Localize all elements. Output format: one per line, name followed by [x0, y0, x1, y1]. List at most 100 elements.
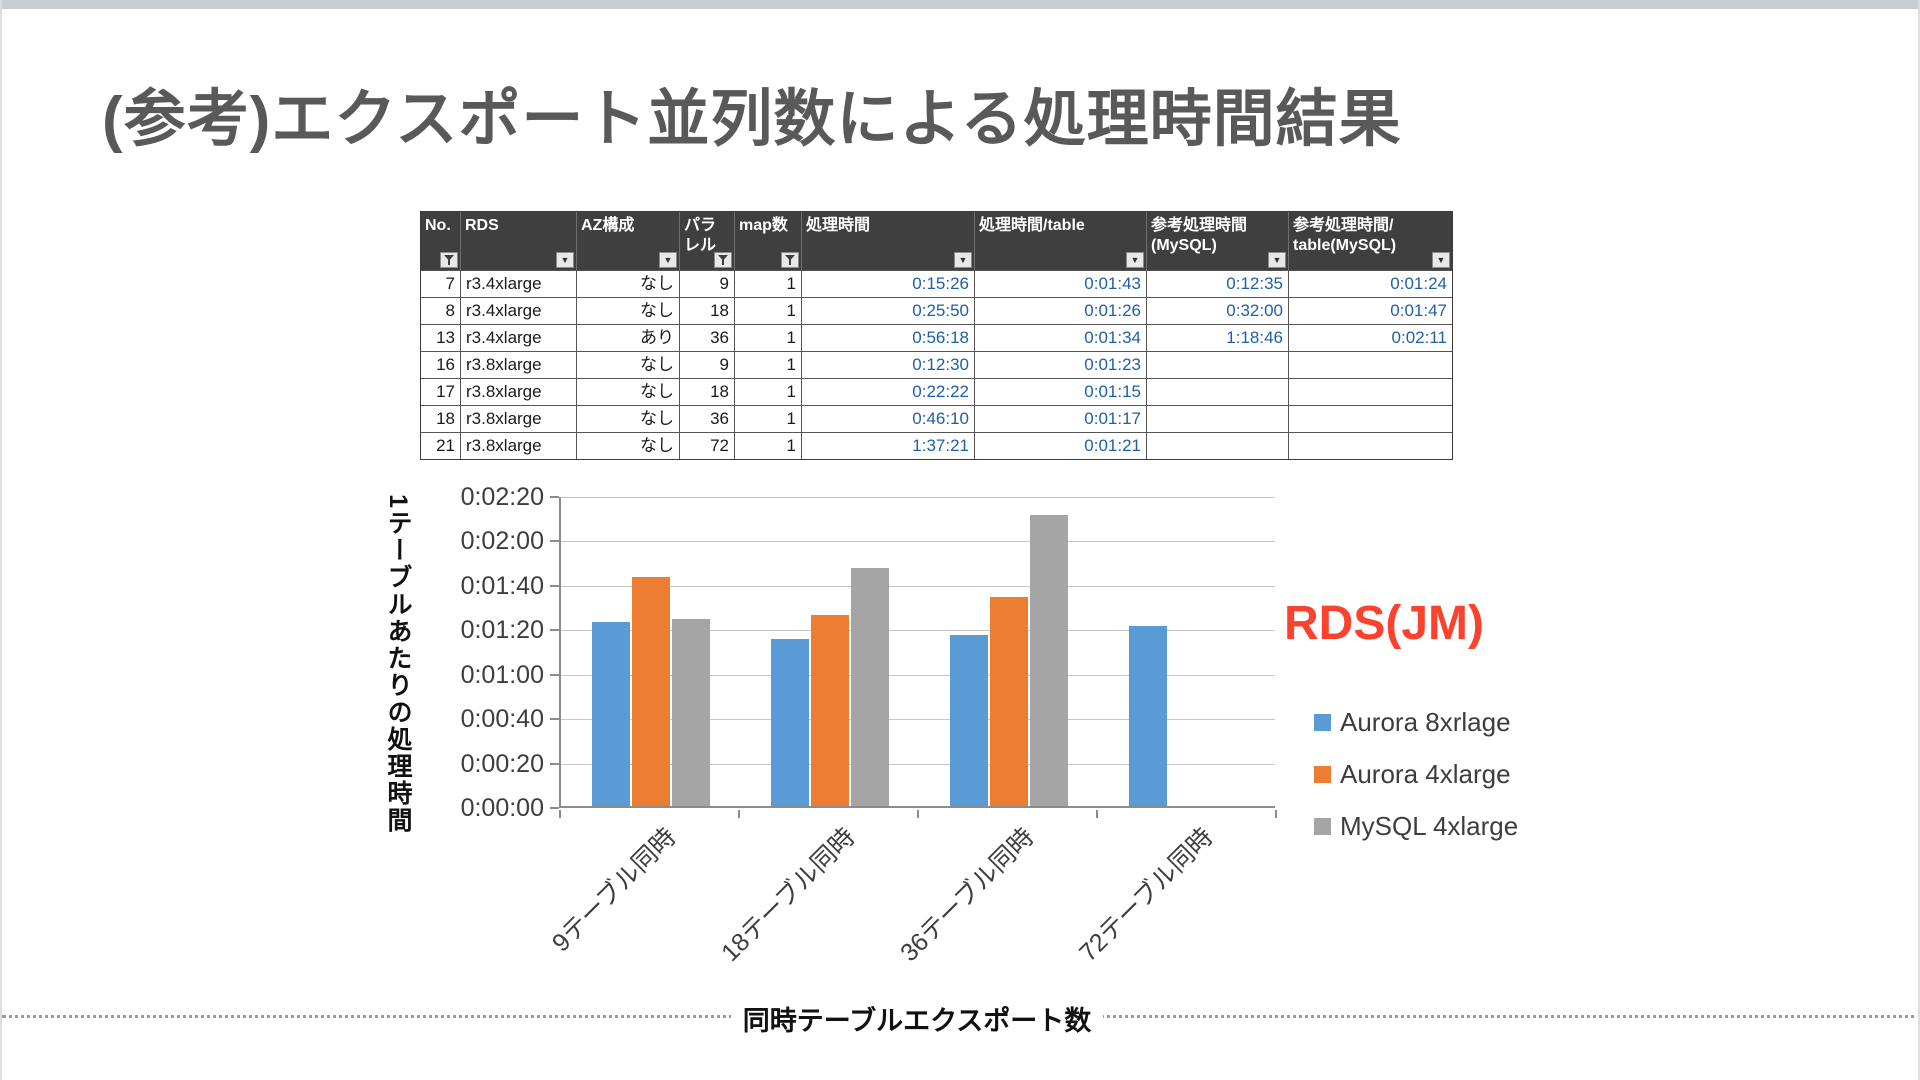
legend-color-swatch	[1314, 765, 1331, 783]
table-cell: r3.8xlarge	[461, 351, 577, 378]
gridline	[561, 585, 1275, 587]
table-cell: 9	[680, 351, 735, 378]
table-cell	[1147, 378, 1289, 405]
legend-item: Aurora 8xrlage	[1314, 706, 1511, 737]
table-cell: 18	[680, 378, 735, 405]
y-tick-label: 0:01:40	[460, 571, 544, 600]
y-tick-mark	[550, 762, 559, 765]
table-row: 21 r3.8xlarge なし 72 1 1:37:21 0:01:21	[421, 432, 1452, 459]
filter-dropdown-button[interactable]: ▼	[1268, 252, 1286, 268]
gridline	[561, 719, 1275, 721]
table-cell	[1289, 432, 1452, 459]
chart-bar-series0-group0	[591, 621, 630, 806]
table-cell: あり	[577, 324, 680, 351]
x-category-label: 9テーブル同時	[546, 822, 682, 958]
x-tick-mark	[738, 810, 740, 818]
column-header-label: 処理時間	[806, 217, 871, 234]
column-header-3: パラレル	[680, 212, 735, 270]
column-header-5: 処理時間 ▼	[802, 212, 975, 270]
table-cell: 0:01:34	[975, 324, 1147, 351]
table-cell	[1147, 405, 1289, 432]
table-cell	[1289, 351, 1452, 378]
x-tick-mark	[1096, 810, 1098, 818]
filter-active-button[interactable]	[781, 252, 799, 268]
table-cell	[1147, 351, 1289, 378]
x-category-label: 36テーブル同時	[894, 822, 1040, 968]
gridline	[561, 674, 1275, 676]
page-title: (参考)エクスポート並列数による処理時間結果	[102, 85, 1402, 154]
results-table: No. RDS ▼ AZ構成 ▼ パラレル map数 処理時間 ▼ 処理時間/table ▼ 参考処理…	[420, 211, 1453, 460]
y-tick-label: 0:00:20	[460, 749, 544, 778]
legend-label: Aurora 8xrlage	[1340, 706, 1511, 737]
table-cell: なし	[577, 270, 680, 297]
filter-dropdown-button[interactable]: ▼	[556, 252, 574, 268]
y-tick-mark	[550, 807, 559, 809]
table-cell: 1	[735, 378, 802, 405]
table-cell: 0:12:35	[1147, 270, 1289, 297]
table-cell: r3.4xlarge	[461, 324, 577, 351]
table-cell: なし	[577, 405, 680, 432]
funnel-icon	[718, 255, 728, 265]
table-cell: 0:01:17	[975, 405, 1147, 432]
table-cell: なし	[577, 351, 680, 378]
column-header-label: AZ構成	[581, 217, 635, 234]
funnel-icon	[785, 255, 795, 265]
table-header-row: No. RDS ▼ AZ構成 ▼ パラレル map数 処理時間 ▼ 処理時間/table ▼ 参考処理…	[421, 212, 1452, 270]
legend-label: Aurora 4xlarge	[1340, 758, 1511, 789]
table-cell: 36	[680, 405, 735, 432]
legend-item: Aurora 4xlarge	[1314, 758, 1511, 789]
filter-active-button[interactable]	[714, 252, 732, 268]
table-cell: 18	[421, 405, 461, 432]
table-cell: 9	[680, 270, 735, 297]
table-cell: 16	[421, 351, 461, 378]
gridline	[561, 763, 1275, 765]
column-header-label: No.	[425, 217, 451, 234]
x-category-label: 72テーブル同時	[1073, 822, 1219, 968]
column-header-0: No.	[421, 212, 461, 270]
gridline	[561, 630, 1275, 632]
column-header-6: 処理時間/table ▼	[975, 212, 1147, 270]
gridline	[561, 541, 1275, 543]
gridline	[561, 497, 1275, 498]
table-cell: r3.8xlarge	[461, 378, 577, 405]
filter-dropdown-button[interactable]: ▼	[1432, 252, 1450, 268]
filter-dropdown-button[interactable]: ▼	[1126, 252, 1144, 268]
table-cell: 0:22:22	[802, 378, 975, 405]
table-cell: 1	[735, 432, 802, 459]
table-cell: r3.8xlarge	[461, 405, 577, 432]
filter-dropdown-button[interactable]: ▼	[954, 252, 972, 268]
table-cell: 0:02:11	[1289, 324, 1452, 351]
filter-active-button[interactable]	[440, 252, 458, 268]
table-cell: 0:25:50	[802, 297, 975, 324]
table-cell: 17	[421, 378, 461, 405]
y-tick-mark	[550, 540, 559, 543]
y-axis-title: 1テーブルあたりの処理時間	[384, 494, 412, 834]
legend-label: MySQL 4xlarge	[1340, 810, 1519, 841]
y-tick-mark	[550, 584, 559, 587]
column-header-label: map数	[739, 217, 788, 234]
chart-bar-series0-group1	[770, 639, 809, 806]
table-cell: 0:01:24	[1289, 270, 1452, 297]
column-header-label: RDS	[465, 217, 499, 234]
table-cell: 7	[421, 270, 461, 297]
table-cell: 21	[421, 432, 461, 459]
table-row: 16 r3.8xlarge なし 9 1 0:12:30 0:01:23	[421, 351, 1452, 378]
table-cell: 0:56:18	[802, 324, 975, 351]
y-tick-mark	[550, 673, 559, 676]
y-tick-label: 0:01:20	[460, 616, 544, 645]
column-header-4: map数	[735, 212, 802, 270]
y-tick-mark	[550, 718, 559, 721]
x-axis-title: 同時テーブルエクスポート数	[432, 999, 1402, 1038]
table-cell: 1	[735, 405, 802, 432]
table-cell	[1289, 405, 1452, 432]
x-axis-title-text: 同時テーブルエクスポート数	[730, 1006, 1104, 1036]
y-tick-label: 0:00:00	[460, 794, 544, 822]
x-category-label: 18テーブル同時	[715, 822, 861, 968]
table-cell	[1147, 432, 1289, 459]
table-cell: r3.4xlarge	[461, 297, 577, 324]
table-cell: 0:01:23	[975, 351, 1147, 378]
table-cell: 0:01:21	[975, 432, 1147, 459]
chart-bar-series0-group2	[949, 634, 988, 806]
filter-dropdown-button[interactable]: ▼	[659, 252, 677, 268]
